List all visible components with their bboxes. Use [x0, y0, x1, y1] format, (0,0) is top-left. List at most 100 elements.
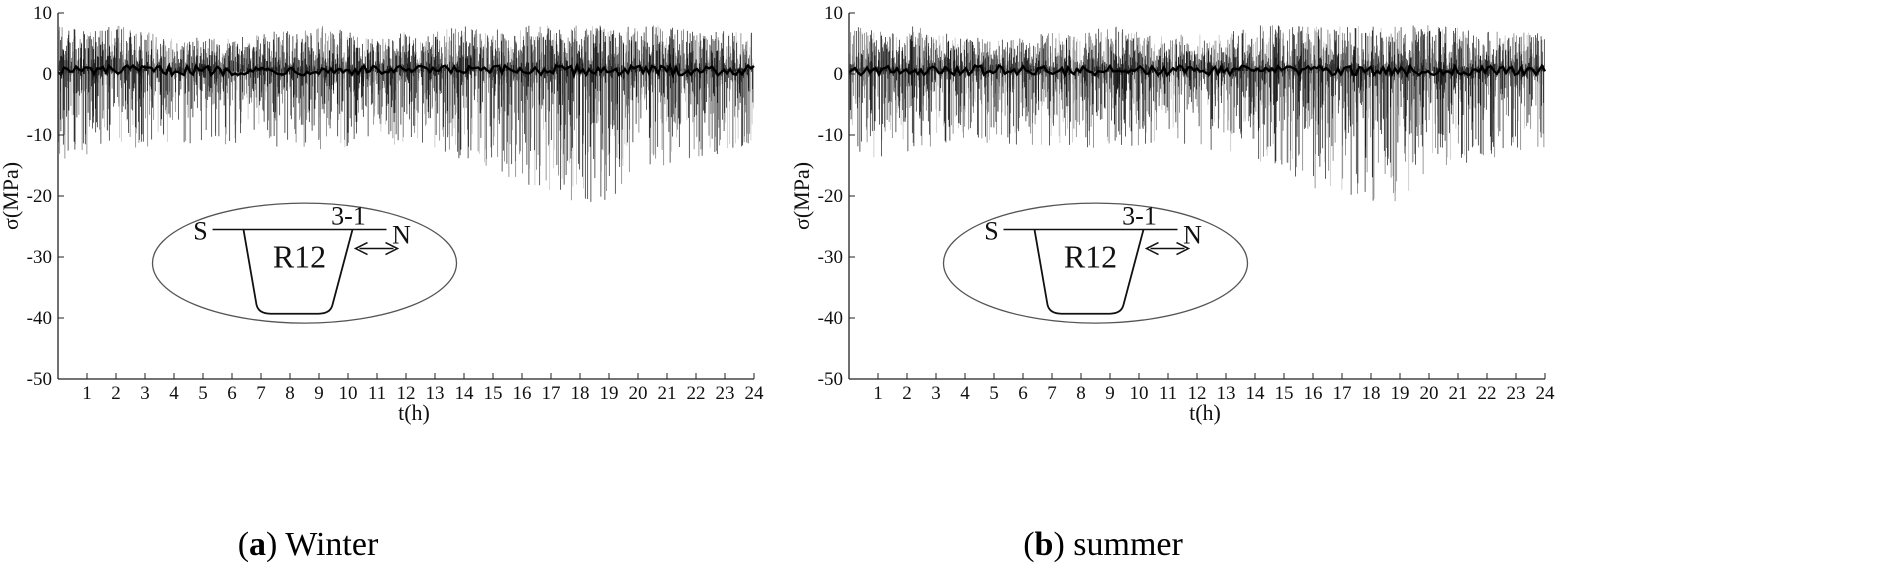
x-tick-label: 20: [629, 383, 648, 404]
x-tick-label: 23: [1507, 383, 1526, 404]
x-tick-label: 5: [198, 383, 208, 404]
x-tick-label: 16: [1304, 383, 1323, 404]
gauge-arrow-right-head: [1176, 241, 1191, 256]
signal-series: [848, 25, 1547, 202]
signal-baseline: [57, 62, 755, 80]
rib-trough: [242, 229, 354, 315]
y-tick-label: -50: [27, 369, 52, 390]
x-tick-label: 10: [339, 383, 358, 404]
gauge-arrow-left-head: [1144, 241, 1159, 256]
y-tick-label: -30: [818, 247, 843, 268]
y-axis-label: σ(MPa): [789, 162, 814, 230]
x-tick-label: 3: [931, 383, 941, 404]
x-tick-label: 12: [397, 383, 416, 404]
caption-text: Winter: [277, 526, 379, 563]
y-tick-label: 0: [834, 64, 844, 85]
y-tick-label: -50: [818, 369, 843, 390]
x-tick-label: 9: [1105, 383, 1115, 404]
x-tick-label: 11: [368, 383, 386, 404]
inset-label-r12: R12: [273, 239, 326, 275]
y-tick-label: 10: [824, 3, 843, 24]
caption-text: summer: [1065, 526, 1184, 563]
x-axis-label: t(h): [1189, 400, 1221, 425]
inset-ellipse: [942, 202, 1249, 324]
x-tick-label: 5: [989, 383, 999, 404]
signal-baseline: [848, 63, 1547, 79]
x-tick-label: 15: [484, 383, 503, 404]
signal-trace-dark: [849, 25, 1545, 201]
caption-letter: b: [1035, 526, 1054, 563]
gauge-arrow-right-head: [385, 241, 400, 256]
caption-paren-close: ): [266, 526, 277, 563]
inset-label-s: S: [193, 217, 207, 246]
x-tick-label: 14: [455, 383, 475, 404]
x-tick-label: 19: [1391, 383, 1410, 404]
panel-caption: (a) Winter: [238, 526, 379, 563]
x-tick-label: 24: [1536, 383, 1556, 404]
x-tick-label: 14: [1246, 383, 1266, 404]
x-axis-label: t(h): [398, 400, 430, 425]
y-tick-label: -20: [27, 186, 52, 207]
chart-panel-summer: 100-10-20-30-40-501 2 3 4 5 6 7 8 9 10 11 12 13 14 15 1…: [789, 3, 1555, 563]
caption-letter: a: [249, 526, 266, 563]
y-tick-label: 10: [33, 3, 52, 24]
x-tick-label: 1: [82, 383, 92, 404]
x-tick-label: 4: [960, 383, 970, 404]
x-tick-label: 12: [1188, 383, 1207, 404]
inset-label-r12: R12: [1064, 239, 1117, 275]
x-tick-label: 11: [1159, 383, 1177, 404]
x-tick-label: 13: [426, 383, 445, 404]
signal-series: [57, 25, 755, 202]
x-tick-label: 22: [687, 383, 706, 404]
y-tick-label: -20: [818, 186, 843, 207]
x-tick-label: 6: [1018, 383, 1028, 404]
x-tick-label: 22: [1478, 383, 1497, 404]
rib-trough: [1033, 229, 1145, 315]
x-tick-label: 8: [285, 383, 295, 404]
x-tick-label: 6: [227, 383, 237, 404]
gauge-arrow-left-head: [353, 241, 368, 256]
x-tick-label: 7: [1047, 383, 1057, 404]
x-tick-label: 3: [140, 383, 150, 404]
x-tick-label: 13: [1217, 383, 1236, 404]
signal-trace-light: [849, 26, 1544, 199]
inset-label-n: N: [392, 221, 411, 250]
x-tick-label: 9: [314, 383, 324, 404]
x-tick-label: 1: [873, 383, 883, 404]
x-tick-label: 21: [658, 383, 677, 404]
y-axis-label: σ(MPa): [0, 162, 23, 230]
inset-label-gauge: 3-1: [1122, 202, 1157, 231]
x-tick-label: 8: [1076, 383, 1086, 404]
inset-label-gauge: 3-1: [331, 202, 366, 231]
y-tick-label: -40: [27, 308, 52, 329]
x-tick-label: 16: [513, 383, 532, 404]
caption-paren-open: (: [238, 526, 249, 563]
x-tick-label: 23: [716, 383, 735, 404]
x-tick-label: 7: [256, 383, 266, 404]
y-tick-label: -10: [27, 125, 52, 146]
x-tick-label: 2: [902, 383, 912, 404]
inset-label-s: S: [984, 217, 998, 246]
caption-paren-close: ): [1053, 526, 1064, 563]
y-tick-label: -30: [27, 247, 52, 268]
y-tick-label: 0: [43, 64, 53, 85]
x-tick-label: 24: [745, 383, 765, 404]
x-tick-label: 19: [600, 383, 619, 404]
x-tick-label: 17: [1333, 383, 1352, 404]
y-tick-label: -40: [818, 308, 843, 329]
x-tick-label: 2: [111, 383, 121, 404]
inset-label-n: N: [1183, 221, 1202, 250]
x-tick-label: 4: [169, 383, 179, 404]
panel-caption: (b) summer: [1023, 526, 1183, 563]
chart-panel-winter: 100-10-20-30-40-501 2 3 4 5 6 7 8 9 10 11 12 13 14 15 1…: [0, 3, 764, 563]
caption-paren-open: (: [1023, 526, 1034, 563]
x-tick-label: 21: [1449, 383, 1468, 404]
x-tick-label: 10: [1130, 383, 1149, 404]
x-tick-label: 17: [542, 383, 561, 404]
x-tick-label: 18: [571, 383, 590, 404]
inset-ellipse: [151, 202, 458, 324]
y-tick-label: -10: [818, 125, 843, 146]
